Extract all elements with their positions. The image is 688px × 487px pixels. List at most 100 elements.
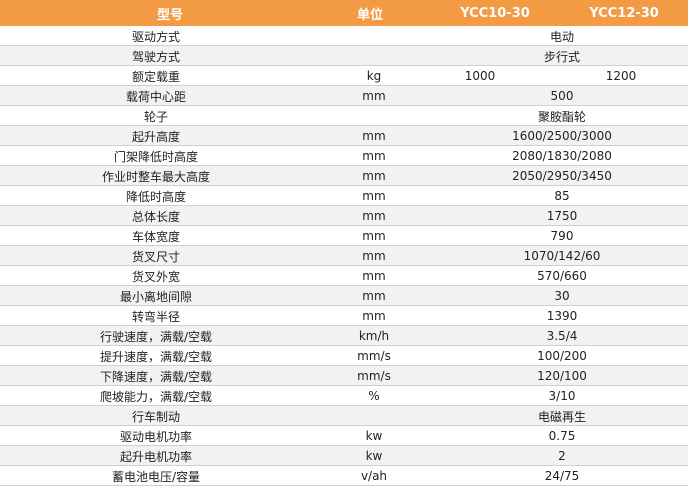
table-row: 驱动方式 电动: [0, 26, 688, 46]
row-divider: [0, 445, 688, 446]
spec-name: 起升高度: [131, 129, 180, 144]
spec-name: 降低时高度: [125, 189, 186, 204]
spec-unit: mm: [362, 289, 386, 303]
spec-name: 行车制动: [131, 409, 180, 424]
spec-value: 1390: [546, 309, 578, 323]
spec-value: 2050/2950/3450: [512, 169, 612, 183]
spec-unit: mm/s: [357, 349, 391, 363]
spec-value: 步行式: [543, 49, 580, 64]
row-divider: [0, 225, 688, 226]
spec-unit: mm: [362, 89, 386, 103]
spec-value: 1070/142/60: [523, 249, 601, 263]
spec-name: 转弯半径: [131, 309, 180, 324]
row-divider: [0, 205, 688, 206]
row-divider: [0, 45, 688, 46]
spec-unit: [312, 26, 436, 46]
spec-name: 下降速度，满载/空载: [99, 369, 213, 384]
spec-unit: mm: [362, 249, 386, 263]
row-divider: [0, 245, 688, 246]
table-row: 货叉尺寸 mm 1070/142/60: [0, 246, 688, 266]
header-model-b: YCC12-30: [589, 5, 659, 21]
spec-unit: mm: [362, 169, 386, 183]
spec-value: 30: [554, 289, 570, 303]
header-model-label: 型号: [156, 7, 183, 23]
spec-value: 1750: [546, 209, 578, 223]
spec-name: 蓄电池电压/容量: [111, 469, 201, 484]
spec-unit: mm/s: [357, 369, 391, 383]
table-row: 降低时高度 mm 85: [0, 186, 688, 206]
spec-unit: mm: [362, 149, 386, 163]
spec-name: 驱动电机功率: [119, 429, 192, 444]
table-row: 起升高度 mm 1600/2500/3000: [0, 126, 688, 146]
spec-value: 24/75: [544, 469, 580, 483]
spec-name: 起升电机功率: [119, 449, 192, 464]
row-divider: [0, 325, 688, 326]
table-row: 转弯半径 mm 1390: [0, 306, 688, 326]
spec-name: 货叉外宽: [131, 269, 180, 284]
table-row: 行驶速度，满载/空载 km/h 3.5/4: [0, 326, 688, 346]
spec-value: 570/660: [537, 269, 587, 283]
row-divider: [0, 285, 688, 286]
spec-name: 车体宽度: [131, 229, 180, 244]
table-row: 蓄电池电压/容量 v/ah 24/75: [0, 466, 688, 486]
spec-name: 行驶速度，满载/空载: [99, 329, 213, 344]
spec-value: 1600/2500/3000: [512, 129, 612, 143]
spec-name: 驱动方式: [131, 29, 180, 44]
spec-name: 额定载重: [131, 69, 180, 84]
spec-unit: mm: [362, 129, 386, 143]
spec-unit: kg: [366, 69, 382, 83]
spec-name: 爬坡能力，满载/空载: [99, 389, 213, 404]
table-row: 轮子 聚胺酯轮: [0, 106, 688, 126]
table-row: 提升速度，满载/空载 mm/s 100/200: [0, 346, 688, 366]
table-row: 行车制动 电磁再生: [0, 406, 688, 426]
header-unit-label: 单位: [356, 7, 383, 23]
spec-value: 电磁再生: [537, 409, 586, 424]
table-row: 最小离地间隙 mm 30: [0, 286, 688, 306]
spec-unit: [312, 406, 436, 426]
row-divider: [0, 405, 688, 406]
table-row: 驱动电机功率 kw 0.75: [0, 426, 688, 446]
spec-unit: v/ah: [360, 469, 388, 483]
spec-unit: [312, 106, 436, 126]
spec-name: 提升速度，满载/空载: [99, 349, 213, 364]
row-divider: [0, 105, 688, 106]
spec-value: 2080/1830/2080: [512, 149, 612, 163]
spec-unit: mm: [362, 209, 386, 223]
table-row: 总体长度 mm 1750: [0, 206, 688, 226]
spec-value: 790: [550, 229, 574, 243]
row-divider: [0, 425, 688, 426]
row-divider: [0, 265, 688, 266]
table-row: 驾驶方式 步行式: [0, 46, 688, 66]
spec-unit: kw: [365, 429, 383, 443]
spec-unit: km/h: [358, 329, 390, 343]
table-row: 爬坡能力，满载/空载% 3/10: [0, 386, 688, 406]
spec-name: 轮子: [143, 109, 168, 124]
table-row: 额定载重 kg 1000 1200: [0, 66, 688, 86]
spec-value-a: 1000: [464, 69, 496, 83]
spec-value: 85: [554, 189, 570, 203]
spec-value: 500: [550, 89, 574, 103]
spec-name: 载荷中心距: [125, 89, 186, 104]
spec-value: 120/100: [537, 369, 587, 383]
row-divider: [0, 365, 688, 366]
spec-unit: mm: [362, 309, 386, 323]
row-divider: [0, 485, 688, 486]
row-divider: [0, 145, 688, 146]
table-row: 载荷中心距 mm 500: [0, 86, 688, 106]
spec-unit: [312, 46, 436, 66]
header-model-a: YCC10-30: [460, 5, 530, 21]
row-divider: [0, 125, 688, 126]
spec-unit: mm: [362, 229, 386, 243]
spec-unit: kw: [365, 449, 383, 463]
table-row: 货叉外宽 mm 570/660: [0, 266, 688, 286]
table-header: 型号 单位 YCC10-30 YCC12-30: [0, 0, 688, 26]
row-divider: [0, 345, 688, 346]
spec-value: 100/200: [537, 349, 587, 363]
table-row: 门架降低时高度 mm 2080/1830/2080: [0, 146, 688, 166]
spec-value: 3.5/4: [546, 329, 578, 343]
row-divider: [0, 465, 688, 466]
spec-value: 2: [558, 449, 566, 463]
spec-value: 电动: [549, 29, 574, 44]
row-divider: [0, 85, 688, 86]
